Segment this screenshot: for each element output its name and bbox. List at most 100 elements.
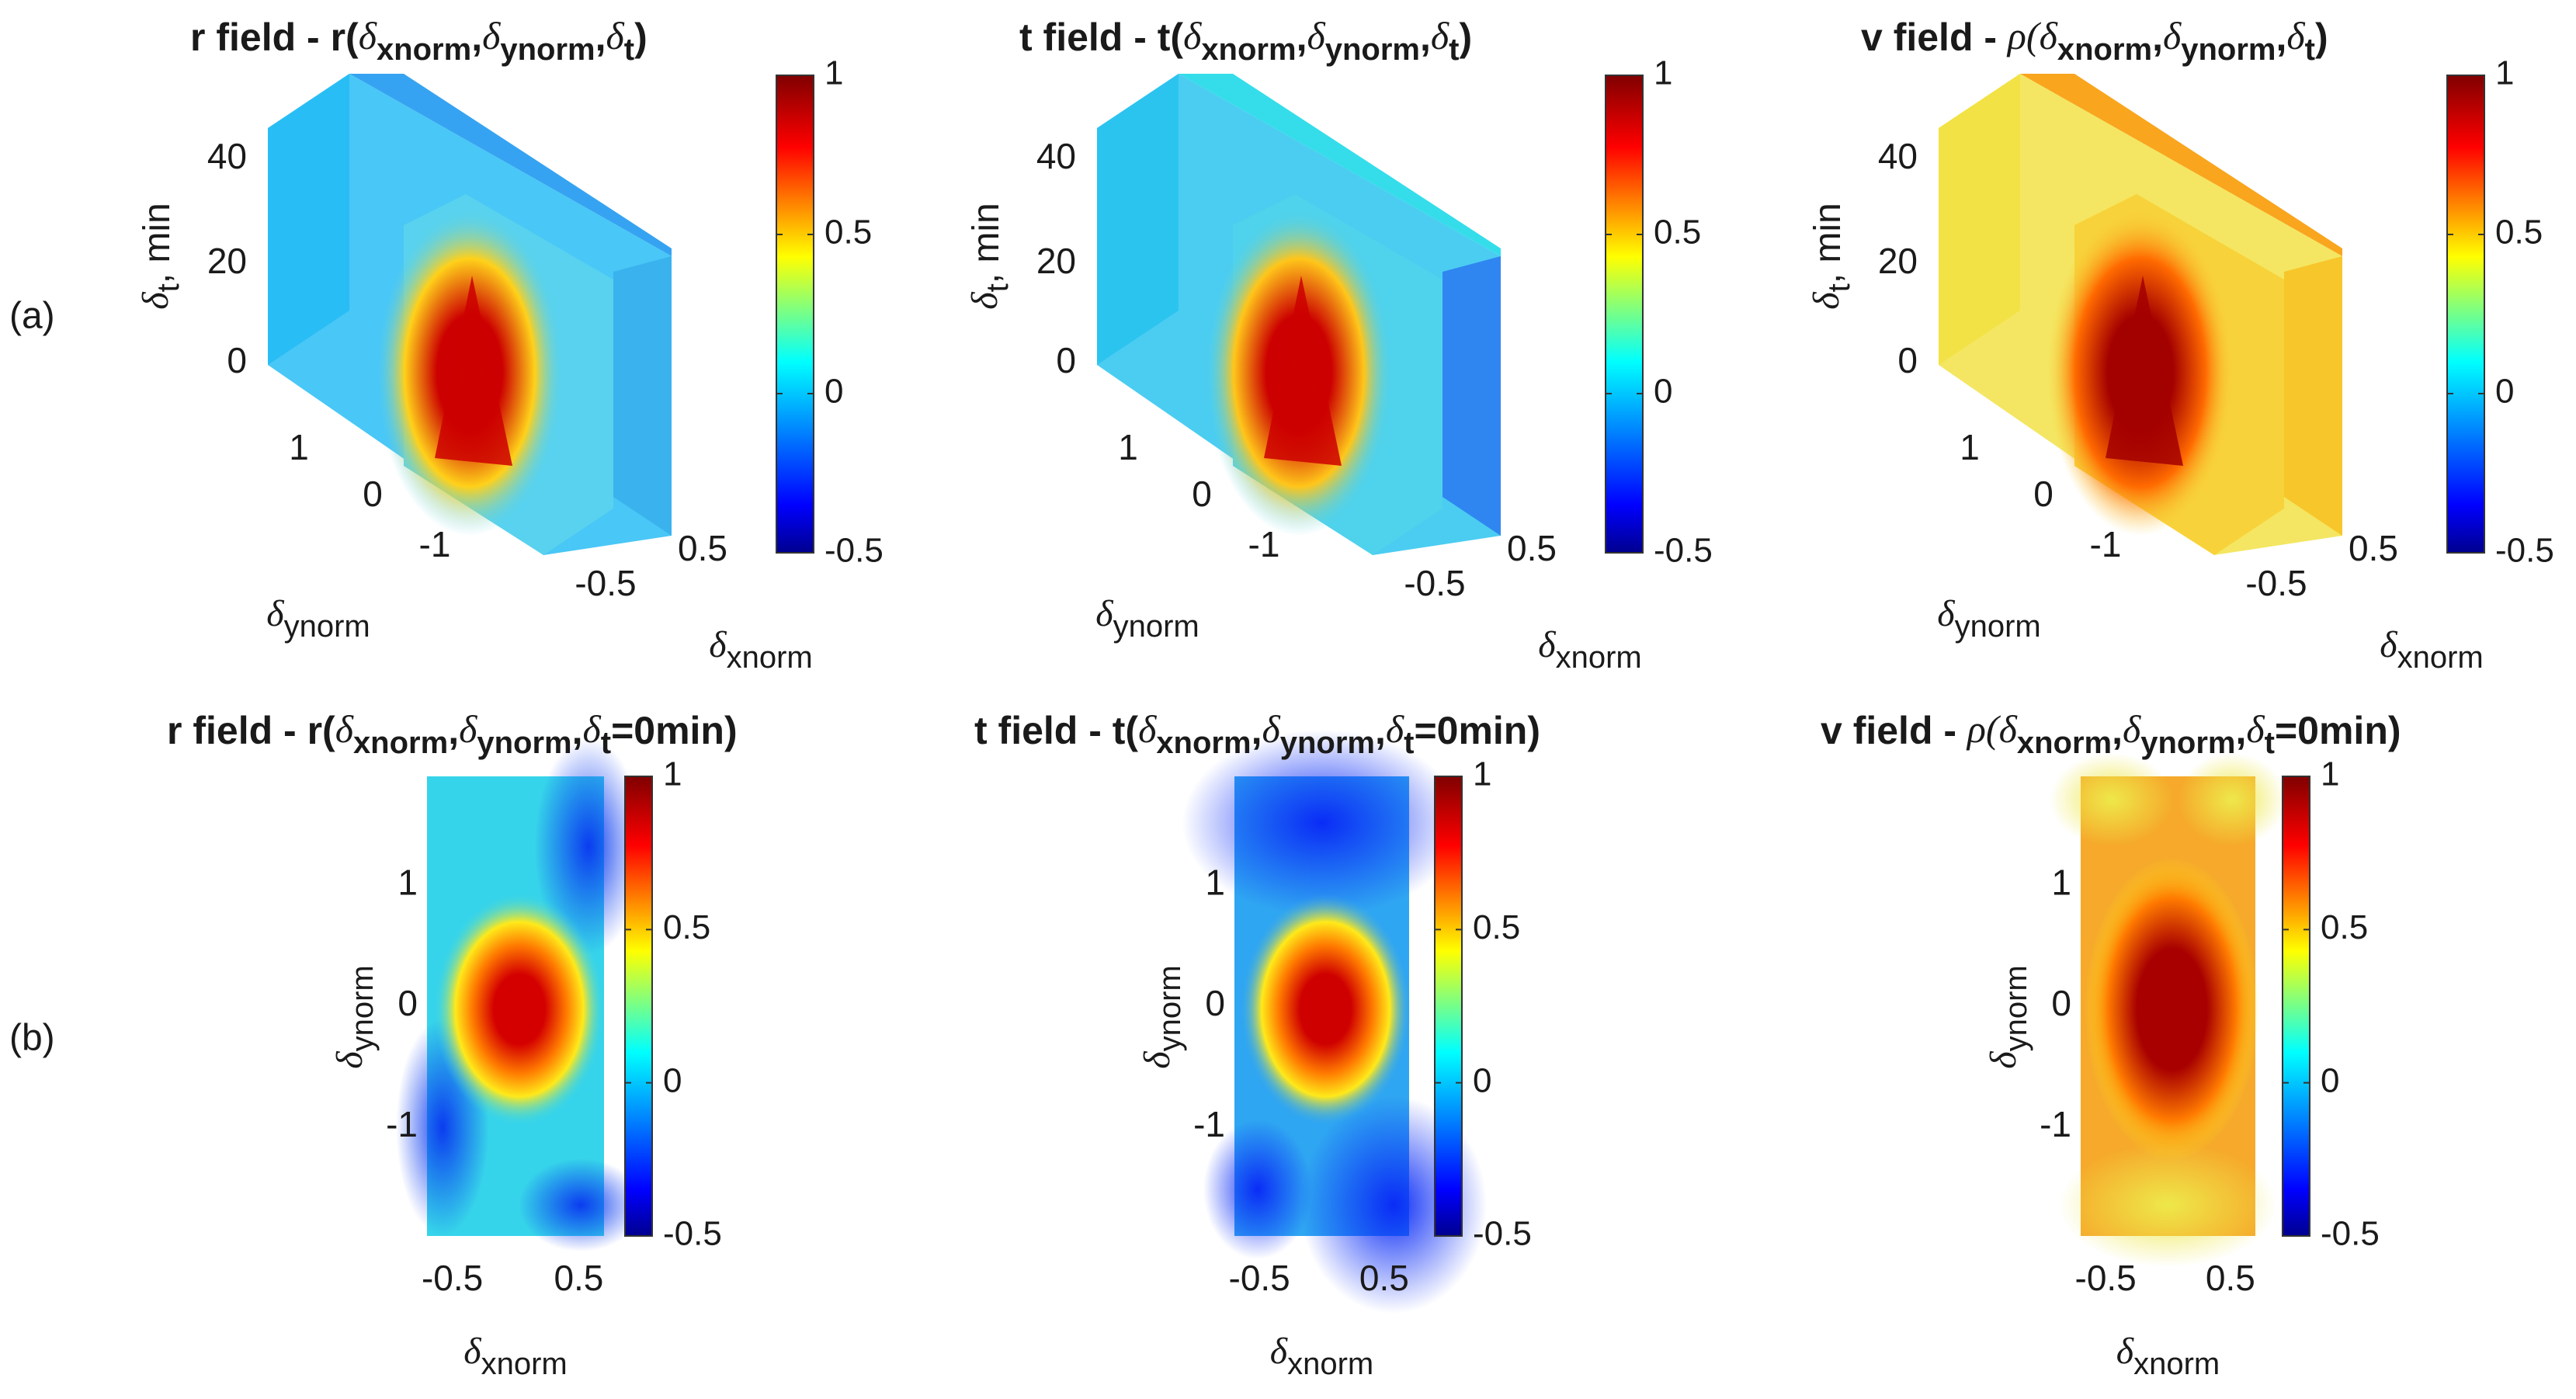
y-tick-label: -1: [419, 524, 451, 564]
x-axis-label: δxnorm: [1538, 624, 1641, 675]
cold-region: [1182, 730, 1462, 916]
y-tick-label: 0: [398, 983, 418, 1023]
y-tick-label: 1: [2051, 862, 2071, 902]
panel-b-2-colorbar: 1 0.5 0 -0.5: [1434, 755, 1532, 1253]
z-axis-label: δt, min: [964, 203, 1015, 309]
colorbar-tick-label: 0: [825, 373, 843, 411]
x-axis-label: δxnorm: [709, 624, 812, 675]
panel-b-3-colorbar: 1 0.5 0 -0.5: [2282, 755, 2380, 1253]
panel-b-3-title: v field - ρ(δxnorm,δynorm,δt=0min): [1821, 707, 2401, 759]
x-tick-label: -0.5: [1229, 1258, 1290, 1298]
panel-a-1: 0 20 40 1 0 -1 -0.5 0.5: [207, 74, 727, 603]
cold-region: [534, 738, 643, 955]
colorbar-tick-label: 1: [1654, 54, 1672, 92]
x-tick-label: -0.5: [422, 1258, 483, 1298]
panel-a-1-colorbar: 1 0.5 0 -0.5: [776, 54, 884, 570]
x-tick-label: -0.5: [2075, 1258, 2137, 1298]
z-tick-label: 20: [207, 241, 247, 281]
colorbar-tick-label: -0.5: [825, 532, 884, 570]
z-axis-label: δt, min: [1806, 203, 1856, 309]
box-right-face: [613, 256, 672, 536]
y-tick-label: 0: [2033, 474, 2054, 514]
y-axis-label: δynorm: [1137, 965, 1187, 1068]
panel-a-3: 0 20 40 1 0 -1 -0.5 0.5: [1878, 74, 2398, 603]
z-tick-label: 20: [1036, 241, 1076, 281]
y-tick-label: 1: [398, 862, 418, 902]
colorbar-tick-label: 0.5: [1473, 908, 1520, 946]
x-tick-label: 0.5: [678, 528, 727, 568]
y-axis-label: δynorm: [329, 965, 380, 1068]
x-tick-label: 0.5: [1507, 528, 1557, 568]
row-label-a: (a): [9, 296, 55, 337]
panel-a-3-colorbar: 1 0.5 0 -0.5: [2446, 54, 2554, 570]
colorbar-tick-label: 1: [2495, 54, 2514, 92]
colorbar-tick-label: 0.5: [1654, 213, 1701, 252]
colorbar-tick-label: 0: [1654, 373, 1672, 411]
panel-a-2-colorbar: 1 0.5 0 -0.5: [1605, 54, 1713, 570]
y-tick-label: 0: [1192, 474, 1212, 514]
x-tick-label: -0.5: [2245, 563, 2307, 603]
z-tick-label: 40: [1878, 136, 1918, 176]
y-tick-label: -1: [1248, 524, 1280, 564]
x-axis-label: δxnorm: [1270, 1331, 1373, 1381]
colorbar-tick-label: 0: [2495, 373, 2514, 411]
x-tick-label: 0.5: [2349, 528, 2398, 568]
y-tick-label: 0: [1205, 983, 1225, 1023]
x-tick-label: -0.5: [575, 563, 636, 603]
y-tick-label: 0: [2051, 983, 2071, 1023]
colorbar-tick-label: 1: [2321, 755, 2339, 793]
colorbar-tick-label: 1: [1473, 755, 1491, 793]
z-tick-label: 40: [1036, 136, 1076, 176]
colorbar-tick-label: -0.5: [2321, 1215, 2380, 1253]
panel-b-1-title: r field - r(δxnorm,δynorm,δt=0min): [167, 707, 738, 759]
row-label-b: (b): [9, 1018, 55, 1059]
colorbar-tick-label: -0.5: [663, 1215, 722, 1253]
y-axis-label: δynorm: [1937, 593, 2040, 644]
hotspot-core: [435, 276, 512, 466]
colorbar-tick-label: -0.5: [1654, 532, 1713, 570]
colorbar-tick-label: 0.5: [825, 213, 872, 252]
y-axis-label: δynorm: [266, 593, 370, 644]
z-tick-label: 0: [1897, 340, 1918, 380]
panel-b-1: 1 0 -1 -0.5 0.5: [386, 738, 643, 1298]
y-tick-label: 1: [1205, 862, 1225, 902]
y-axis-label: δynorm: [1983, 965, 2033, 1068]
x-tick-label: 0.5: [2206, 1258, 2255, 1298]
y-tick-label: -1: [2040, 1104, 2071, 1144]
colorbar-tick-label: -0.5: [2495, 532, 2554, 570]
hotspot: [2055, 807, 2289, 1211]
colorbar-tick-label: 0: [663, 1061, 682, 1099]
cold-region: [1203, 1120, 1312, 1259]
colorbar-tick-label: 0.5: [663, 908, 710, 946]
y-tick-label: -1: [2090, 524, 2122, 564]
hotspot-core: [1264, 276, 1342, 466]
z-axis-label: δt, min: [135, 203, 186, 309]
x-axis-label: δxnorm: [2380, 624, 2483, 675]
y-tick-label: 1: [289, 427, 309, 467]
x-tick-label: -0.5: [1404, 563, 1465, 603]
panel-b-2: 1 0 -1 -0.5 0.5: [1182, 730, 1487, 1314]
colorbar-tick-label: 1: [825, 54, 843, 92]
x-tick-label: 0.5: [1359, 1258, 1409, 1298]
box-right-face: [2284, 256, 2342, 536]
hotspot: [1240, 893, 1411, 1126]
hotspot: [434, 893, 605, 1126]
z-tick-label: 0: [1056, 340, 1076, 380]
x-tick-label: 0.5: [554, 1258, 603, 1298]
y-tick-label: -1: [386, 1104, 418, 1144]
z-tick-label: 40: [207, 136, 247, 176]
y-tick-label: 1: [1960, 427, 1980, 467]
cold-region: [519, 1158, 643, 1251]
colorbar-tick-label: 1: [663, 755, 682, 793]
x-axis-label: δxnorm: [2116, 1331, 2220, 1381]
panel-b-2-title: t field - t(δxnorm,δynorm,δt=0min): [974, 707, 1540, 759]
colorbar-tick-label: 0.5: [2321, 908, 2368, 946]
colorbar-tick-label: 0: [1473, 1061, 1491, 1099]
panel-b-3: 1 0 -1 -0.5 0.5: [2040, 753, 2289, 1298]
y-tick-label: 1: [1118, 427, 1138, 467]
panel-a-2-title: t field - t(δxnorm,δynorm,δt): [1019, 14, 1472, 66]
colorbar-tick-label: 0: [2321, 1061, 2339, 1099]
panel-a-2: 0 20 40 1 0 -1 -0.5 0.5: [1036, 74, 1557, 603]
y-tick-label: -1: [1193, 1104, 1225, 1144]
